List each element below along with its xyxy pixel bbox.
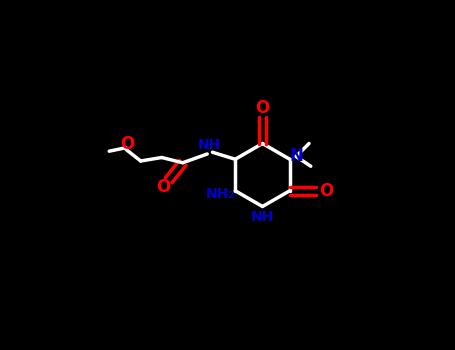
Text: N: N xyxy=(289,147,303,166)
Text: NH: NH xyxy=(251,210,274,224)
Text: NH₂: NH₂ xyxy=(206,187,235,201)
Text: O: O xyxy=(157,177,171,196)
Text: O: O xyxy=(318,182,333,200)
Text: O: O xyxy=(255,99,270,117)
Text: O: O xyxy=(120,135,134,153)
Text: NH: NH xyxy=(197,138,221,152)
